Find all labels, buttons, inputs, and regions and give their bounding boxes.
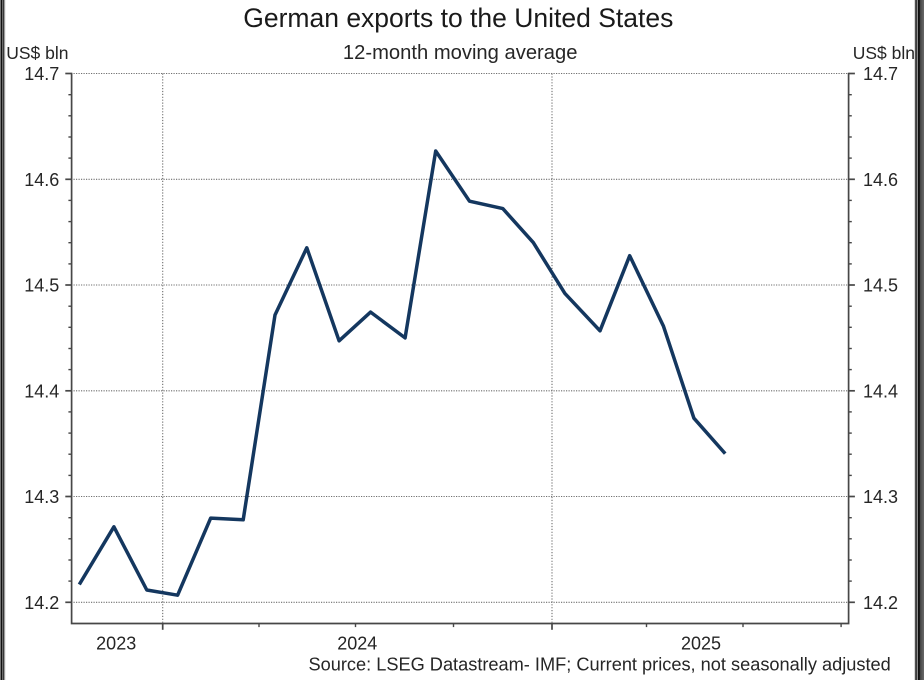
svg-text:US$ bln: US$ bln bbox=[6, 43, 68, 63]
svg-text:14.2: 14.2 bbox=[24, 593, 59, 613]
svg-text:2023: 2023 bbox=[96, 634, 136, 654]
svg-text:2024: 2024 bbox=[337, 634, 377, 654]
svg-text:12-month moving average: 12-month moving average bbox=[343, 42, 578, 64]
svg-text:Source: LSEG Datastream- IMF;: Source: LSEG Datastream- IMF; Current pr… bbox=[309, 655, 891, 675]
svg-text:14.7: 14.7 bbox=[24, 64, 59, 84]
svg-text:14.3: 14.3 bbox=[24, 487, 59, 507]
svg-text:14.3: 14.3 bbox=[863, 487, 898, 507]
svg-text:14.2: 14.2 bbox=[863, 593, 898, 613]
svg-text:14.5: 14.5 bbox=[24, 276, 59, 296]
svg-text:14.6: 14.6 bbox=[863, 170, 898, 190]
svg-text:14.7: 14.7 bbox=[863, 64, 898, 84]
svg-text:German exports to the United S: German exports to the United States bbox=[243, 3, 673, 33]
svg-text:14.5: 14.5 bbox=[863, 276, 898, 296]
svg-text:US$ bln: US$ bln bbox=[853, 43, 915, 63]
svg-text:14.4: 14.4 bbox=[863, 381, 898, 401]
svg-text:2025: 2025 bbox=[681, 634, 721, 654]
svg-text:14.6: 14.6 bbox=[24, 170, 59, 190]
svg-text:14.4: 14.4 bbox=[24, 381, 59, 401]
